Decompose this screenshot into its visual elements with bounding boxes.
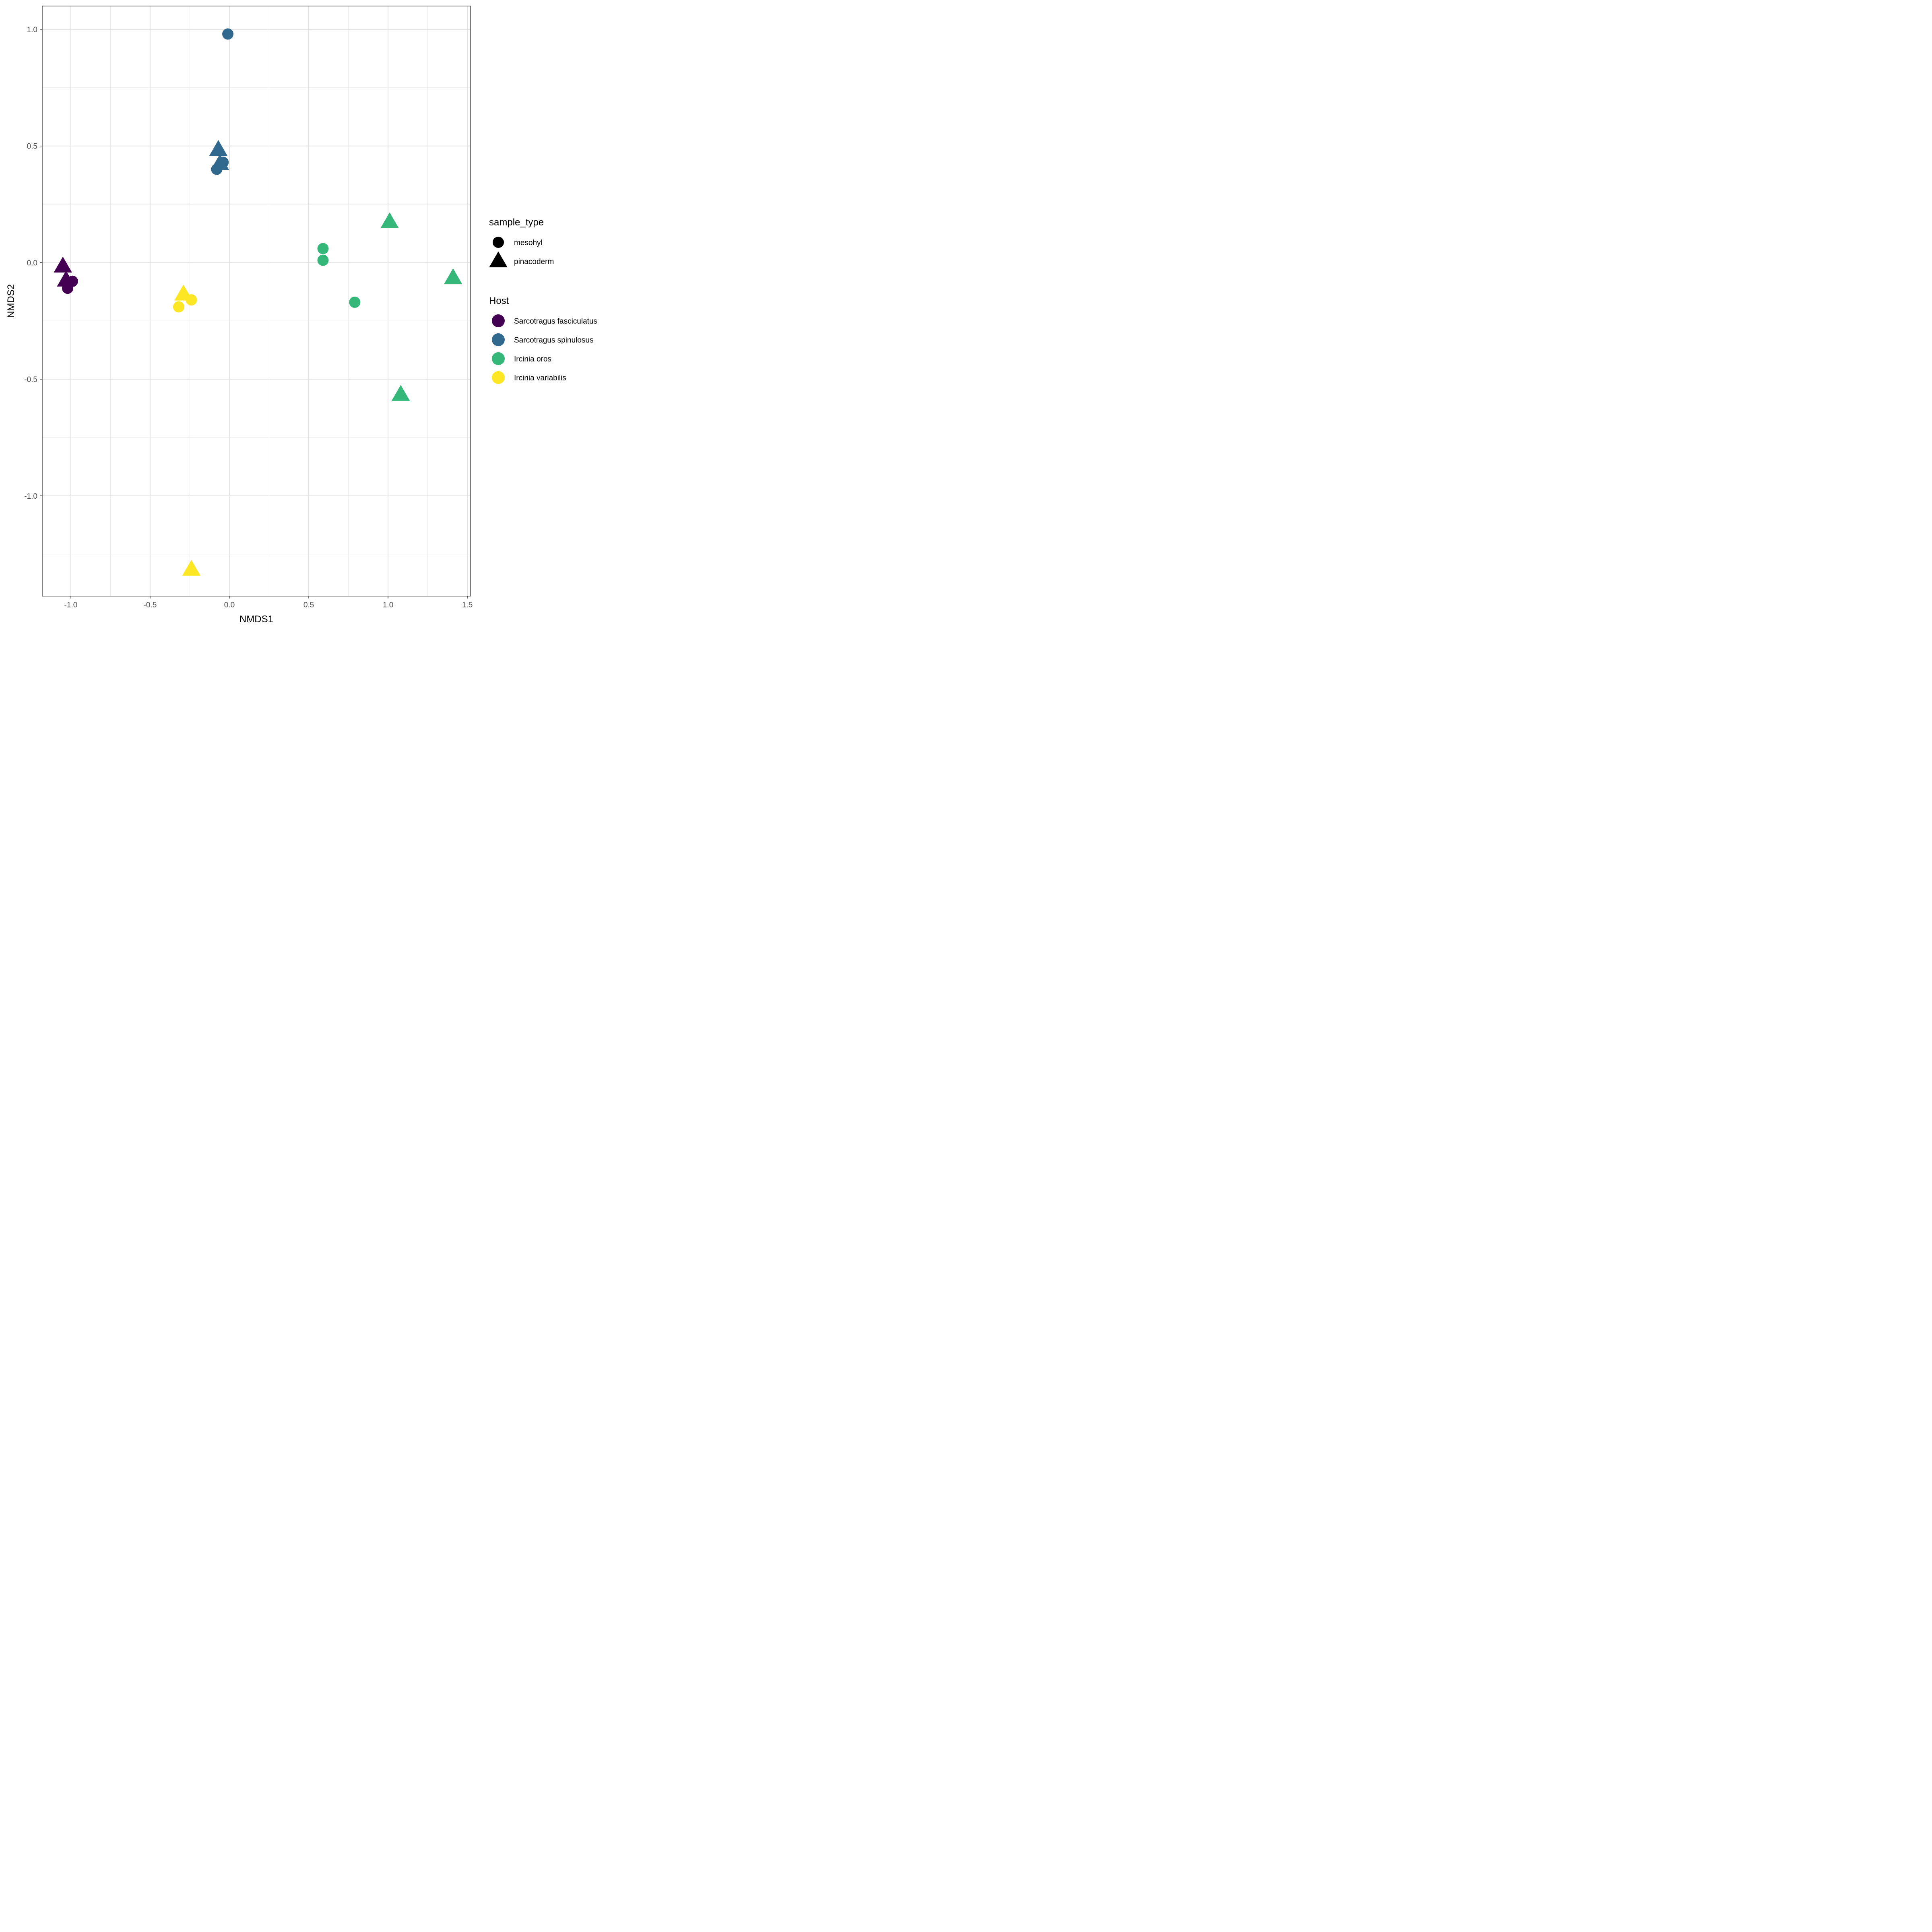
data-point-circle: [62, 283, 74, 294]
legend-label-pinacoderm: pinacoderm: [514, 258, 554, 266]
data-point-circle: [317, 243, 329, 254]
y-tick-label: 0.5: [27, 142, 37, 151]
legend-key-host: [492, 333, 505, 346]
legend-key-host: [492, 371, 505, 384]
x-tick-label: 0.5: [303, 601, 314, 609]
x-tick-label: -1.0: [64, 601, 78, 609]
y-axis: -1.0 -0.5 0.0 0.5 1.0: [24, 26, 42, 501]
y-tick-label: 1.0: [27, 26, 37, 34]
x-tick-label: 1.0: [383, 601, 393, 609]
legend-label-host: Sarcotragus fasciculatus: [514, 317, 597, 326]
legend-key-triangle: [489, 251, 508, 268]
y-axis-title: NMDS2: [6, 284, 17, 318]
data-point-circle: [173, 301, 184, 313]
data-point-circle: [222, 28, 234, 40]
grid-minor: [42, 6, 471, 596]
data-point-circle: [349, 296, 361, 308]
legend-label-host: Sarcotragus spinulosus: [514, 336, 594, 345]
legend-key-circle: [493, 237, 504, 248]
data-points: [54, 28, 462, 576]
legend-title-sample-type: sample_type: [489, 217, 544, 228]
chart: -1.0 -0.5 0.0 0.5 1.0 1.5 -1.0 -0.5 0.0 0.5 1.0 N…: [0, 0, 631, 631]
data-point-triangle: [209, 140, 228, 156]
data-point-triangle: [380, 212, 399, 229]
plot-panel-border: [42, 6, 471, 597]
x-tick-label: 0.0: [224, 601, 235, 609]
chart-svg: -1.0 -0.5 0.0 0.5 1.0 1.5 -1.0 -0.5 0.0 0.5 1.0 N…: [6, 6, 597, 625]
data-point-triangle: [391, 385, 410, 401]
legend-label-host: Ircinia variabilis: [514, 374, 566, 382]
x-tick-label: 1.5: [462, 601, 473, 609]
data-point-circle: [317, 254, 329, 266]
legend-key-host: [492, 352, 505, 365]
x-axis-title: NMDS1: [239, 614, 273, 625]
y-tick-label: -0.5: [24, 376, 37, 384]
legend-label-host: Ircinia oros: [514, 355, 551, 363]
data-point-circle: [186, 294, 197, 306]
y-tick-label: -1.0: [24, 492, 37, 501]
y-tick-label: 0.0: [27, 259, 37, 267]
legend-label-mesohyl: mesohyl: [514, 239, 543, 247]
x-axis: -1.0 -0.5 0.0 0.5 1.0 1.5: [64, 596, 473, 609]
legend-title-host: Host: [489, 295, 509, 306]
data-point-triangle: [182, 559, 201, 576]
data-point-circle: [211, 163, 223, 175]
grid-major: [42, 6, 471, 596]
plot-background: [42, 6, 471, 596]
data-point-triangle: [444, 268, 462, 285]
data-point-triangle: [54, 256, 72, 273]
legend-key-host: [492, 314, 505, 327]
x-tick-label: -0.5: [144, 601, 157, 609]
